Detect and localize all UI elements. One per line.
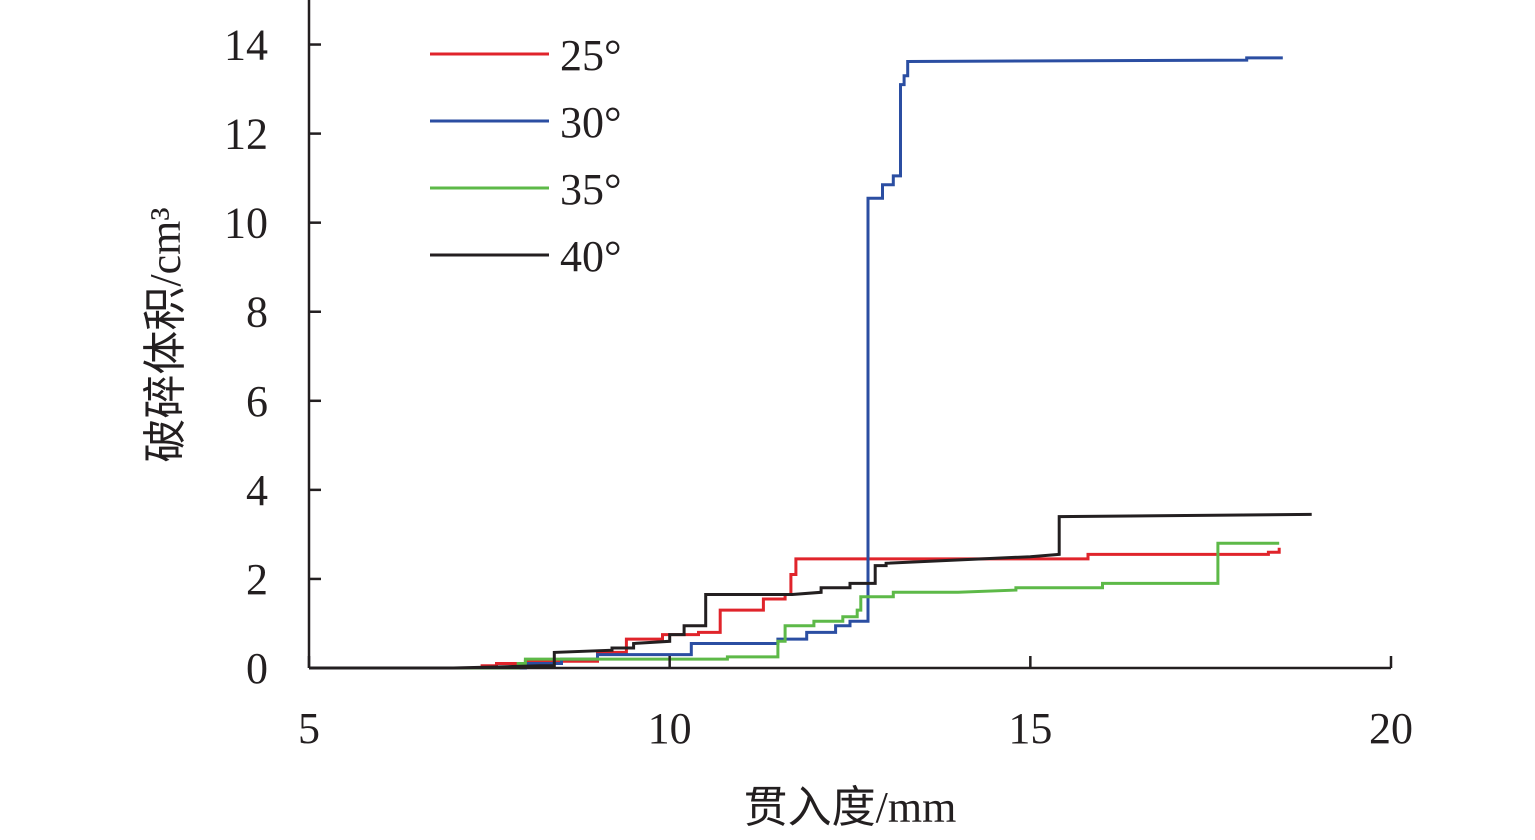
x-tick-label-1: 10	[648, 704, 692, 753]
y-tick-label-2: 4	[246, 466, 268, 515]
y-tick-label-6: 12	[224, 110, 268, 159]
legend-label-0: 25°	[560, 31, 622, 80]
legend-label-3: 40°	[560, 232, 622, 281]
plot-series	[309, 56, 1312, 670]
y-tick-label-4: 8	[246, 288, 268, 337]
y-axis-title: 破碎体积/cm³	[141, 207, 190, 462]
y-tick-label-7: 14	[224, 21, 268, 70]
y-tick-label-1: 2	[246, 555, 268, 604]
x-tick-label-2: 15	[1008, 704, 1052, 753]
series-line-2	[309, 541, 1280, 670]
legend: 25° 30° 35° 40°	[430, 31, 622, 281]
y-tick-label-5: 10	[224, 199, 268, 248]
x-tick-label-3: 20	[1369, 704, 1413, 753]
x-tick-label-0: 5	[298, 704, 320, 753]
series-line-0	[309, 547, 1281, 670]
series-line-3	[309, 512, 1312, 670]
series-line-1	[309, 56, 1283, 670]
x-axis-title: 贯入度/mm	[744, 783, 957, 832]
y-tick-label-3: 6	[246, 377, 268, 426]
y-axis: 0 2 4 6 8 10 12 14	[224, 0, 321, 693]
legend-label-1: 30°	[560, 98, 622, 147]
legend-label-2: 35°	[560, 165, 622, 214]
y-tick-label-0: 0	[246, 644, 268, 693]
x-axis: 5 10 15 20	[298, 656, 1413, 753]
